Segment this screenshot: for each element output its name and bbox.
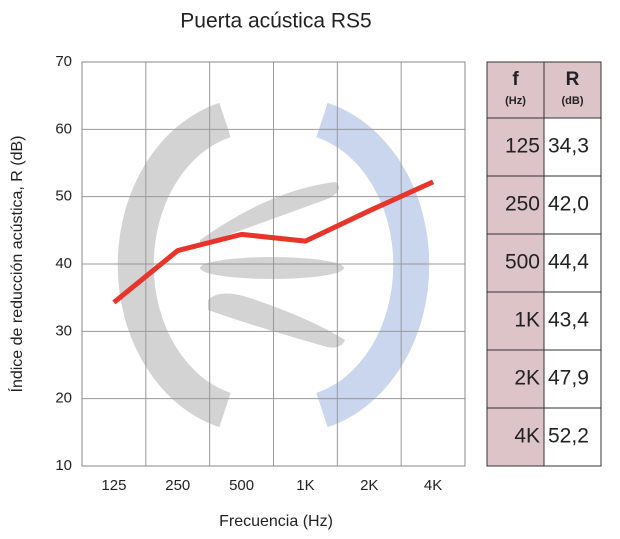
- table-header: f: [512, 69, 519, 90]
- table-frequency: 4K: [514, 425, 540, 448]
- table-header-unit: (Hz): [505, 95, 526, 107]
- x-tick-label: 250: [165, 477, 190, 494]
- table-value: 44,4: [548, 251, 589, 274]
- x-tick-label: 125: [101, 477, 126, 494]
- chart: Puerta acústica RS5 Frecuencia (Hz) Índi…: [0, 0, 620, 534]
- table-frequency: 250: [505, 193, 540, 216]
- table-value: 43,4: [548, 309, 589, 332]
- table-value: 47,9: [548, 367, 589, 390]
- y-tick-label: 60: [55, 120, 72, 137]
- x-tick-label: 2K: [360, 477, 378, 494]
- y-tick-label: 20: [55, 390, 72, 407]
- x-tick-label: 500: [229, 477, 254, 494]
- x-axis-label: Frecuencia (Hz): [219, 513, 333, 530]
- table-frequency: 1K: [514, 309, 540, 332]
- y-tick-label: 40: [55, 255, 72, 272]
- y-tick-label: 30: [55, 322, 72, 339]
- table-value: 34,3: [548, 135, 589, 158]
- chart-title: Puerta acústica RS5: [180, 10, 371, 33]
- table-value: 52,2: [548, 425, 589, 448]
- table-value: 42,0: [548, 193, 589, 216]
- y-tick-label: 10: [55, 457, 72, 474]
- table-header: R: [566, 69, 580, 90]
- x-tick-label: 4K: [424, 477, 442, 494]
- y-tick-label: 50: [55, 188, 72, 205]
- y-tick-label: 70: [55, 53, 72, 70]
- table-frequency: 2K: [514, 367, 540, 390]
- y-axis-label: Índice de reducción acústica, R (dB): [7, 135, 26, 392]
- table-header-unit: (dB): [562, 95, 584, 107]
- table-frequency: 500: [505, 251, 540, 274]
- table-frequency: 125: [505, 135, 540, 158]
- x-tick-label: 1K: [296, 477, 314, 494]
